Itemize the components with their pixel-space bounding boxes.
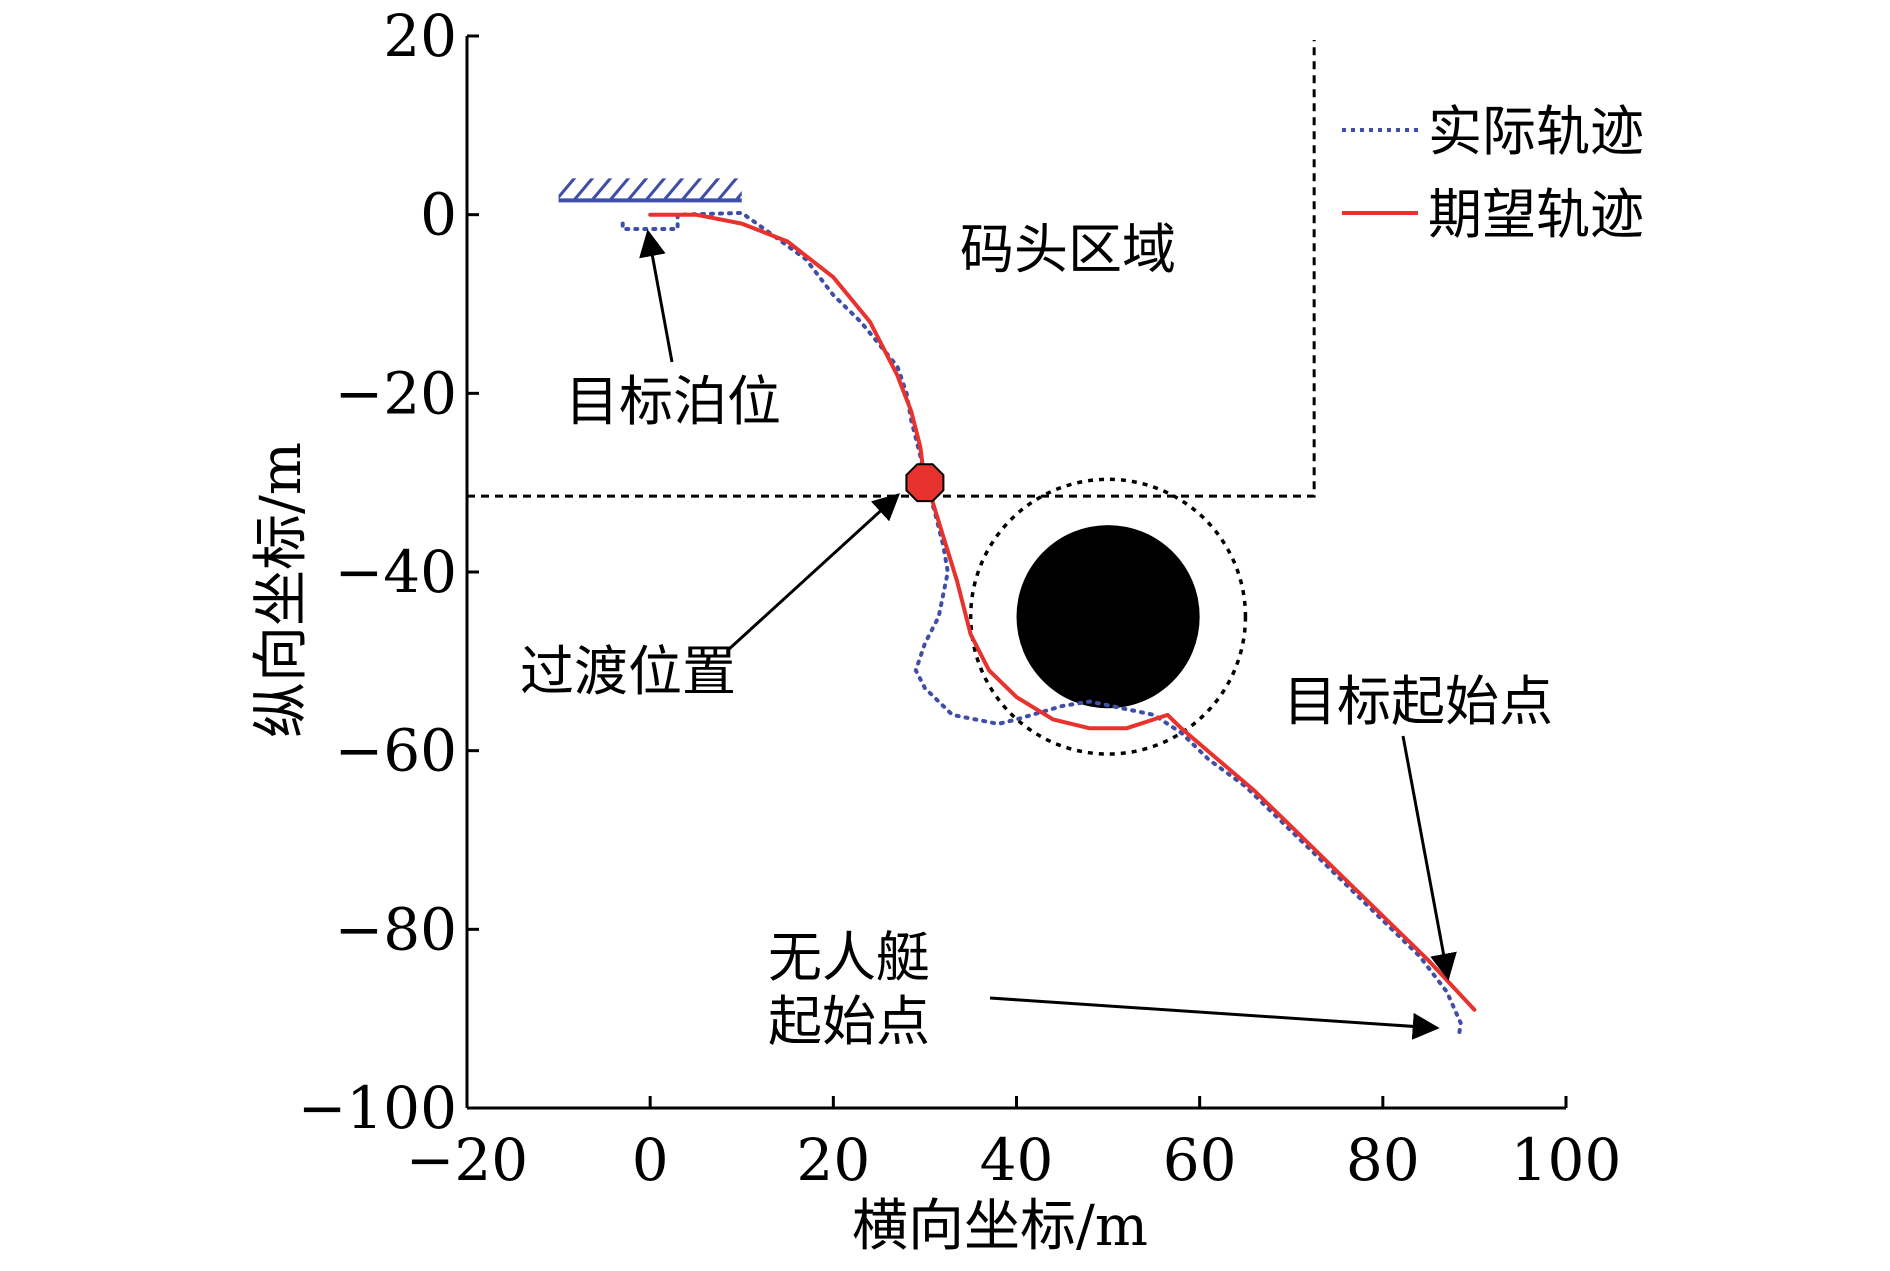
- x-tick-label: 0: [632, 1126, 669, 1194]
- berth-hatch: [558, 178, 742, 201]
- x-tick-label: −20: [406, 1126, 528, 1194]
- y-tick-label: −100: [298, 1074, 457, 1142]
- target-berth-marker: [558, 178, 742, 203]
- series-layer: [620, 210, 1477, 1039]
- transition-label: 过渡位置: [520, 640, 736, 703]
- arrow-usv-start: [989, 996, 1440, 1040]
- legend: 实际轨迹 期望轨迹: [1342, 100, 1644, 246]
- y-tick-label: 20: [383, 2, 457, 70]
- annotation-arrows: [639, 229, 1457, 1040]
- x-tick-label: 80: [1346, 1126, 1420, 1194]
- target-berth-label: 目标泊位: [565, 370, 781, 433]
- arrow-transition: [726, 493, 900, 652]
- arrow-target-berth: [639, 229, 674, 363]
- y-tick-label: 0: [420, 181, 457, 249]
- arrow-target-start: [1401, 735, 1457, 981]
- usv-start-label-line1: 无人艇: [768, 926, 930, 989]
- transition-point-marker: [905, 463, 945, 503]
- series-expected-trajectory: [648, 212, 1477, 1012]
- obstacle-safety-circle: [968, 477, 1248, 756]
- y-ticks: 20 0 −20 −40 −60 −80 −100: [298, 2, 479, 1142]
- x-tick-label: 60: [1163, 1126, 1237, 1194]
- obstacle-body: [1016, 525, 1200, 709]
- target-start-label: 目标起始点: [1283, 670, 1553, 733]
- legend-label-expected: 期望轨迹: [1428, 183, 1644, 246]
- legend-label-actual: 实际轨迹: [1428, 100, 1644, 163]
- dock-region-label: 码头区域: [960, 218, 1176, 281]
- y-tick-label: −80: [335, 895, 457, 963]
- y-tick-label: −60: [335, 717, 457, 785]
- dock-boundary: [467, 40, 1316, 498]
- x-tick-label: 20: [796, 1126, 870, 1194]
- x-tick-label: 100: [1511, 1126, 1622, 1194]
- x-ticks: −20 0 20 40 60 80 100: [406, 1096, 1622, 1194]
- x-tick-label: 40: [980, 1126, 1054, 1194]
- y-tick-label: −20: [335, 359, 457, 427]
- y-axis-label: 纵向坐标/m: [249, 442, 314, 738]
- y-tick-label: −40: [335, 538, 457, 606]
- usv-start-label-line2: 起始点: [768, 990, 930, 1053]
- obstacle: [968, 477, 1248, 756]
- x-axis-label: 横向坐标/m: [852, 1194, 1148, 1259]
- dock-boundary-line: [467, 40, 1316, 498]
